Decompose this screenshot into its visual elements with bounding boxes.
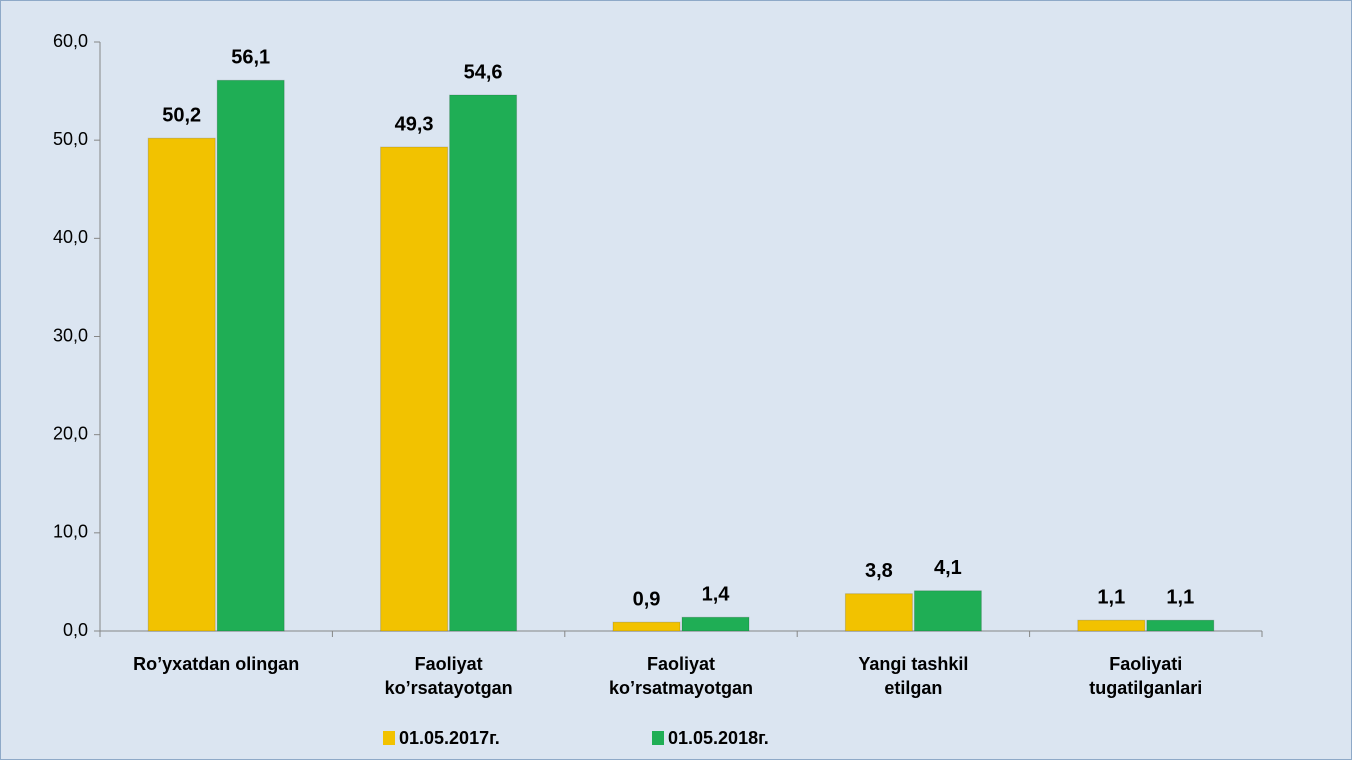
value-label: 4,1	[934, 557, 962, 579]
value-label: 54,6	[464, 61, 503, 83]
y-tick-label: 10,0	[53, 522, 88, 542]
legend-label: 01.05.2017г.	[399, 728, 500, 748]
x-tick-label-line: Yangi tashkil	[858, 654, 968, 674]
bar	[681, 616, 750, 632]
x-tick-label-line: tugatilganlari	[1089, 678, 1202, 698]
value-label: 56,1	[231, 47, 270, 69]
value-label: 1,1	[1097, 586, 1125, 608]
bar	[913, 590, 982, 632]
y-tick-label: 50,0	[53, 129, 88, 149]
bar	[1077, 619, 1146, 632]
x-tick-label-line: Ro’yxatdan olingan	[133, 654, 299, 674]
y-tick-label: 40,0	[53, 227, 88, 247]
x-tick-label-line: Faoliyat	[415, 654, 483, 674]
legend-label: 01.05.2018г.	[668, 728, 769, 748]
value-label: 50,2	[162, 104, 201, 126]
value-label: 1,1	[1166, 586, 1194, 608]
bar	[612, 621, 681, 632]
value-label: 3,8	[865, 560, 893, 582]
x-tick-label: Faoliyat ko’rsatayotgan	[385, 654, 513, 698]
x-tick-label: Faoliyat ko’rsatmayotgan	[609, 654, 753, 698]
x-tick-label: Ro’yxatdan olingan	[133, 654, 299, 674]
value-label: 49,3	[395, 113, 434, 135]
x-tick-label: Faoliyati tugatilganlari	[1089, 654, 1202, 698]
bar	[380, 146, 449, 632]
bar	[449, 94, 518, 632]
legend-marker	[652, 731, 664, 745]
legend-marker	[383, 731, 395, 745]
x-tick-label: Yangi tashkil etilgan	[858, 654, 968, 698]
bar	[216, 79, 285, 632]
x-tick-label-line: Faoliyat	[647, 654, 715, 674]
y-tick-label: 60,0	[53, 31, 88, 51]
x-tick-label-line: ko’rsatayotgan	[385, 678, 513, 698]
x-tick-label-line: etilgan	[884, 678, 942, 698]
y-tick-label: 20,0	[53, 423, 88, 443]
value-label: 1,4	[702, 584, 731, 606]
x-tick-label-line: ko’rsatmayotgan	[609, 678, 753, 698]
x-tick-label-line: Faoliyati	[1109, 654, 1182, 674]
y-tick-label: 0,0	[63, 620, 88, 640]
value-label: 0,9	[633, 588, 661, 610]
bar	[1146, 619, 1215, 632]
bar	[147, 137, 216, 632]
y-tick-label: 30,0	[53, 325, 88, 345]
bar	[844, 593, 913, 632]
